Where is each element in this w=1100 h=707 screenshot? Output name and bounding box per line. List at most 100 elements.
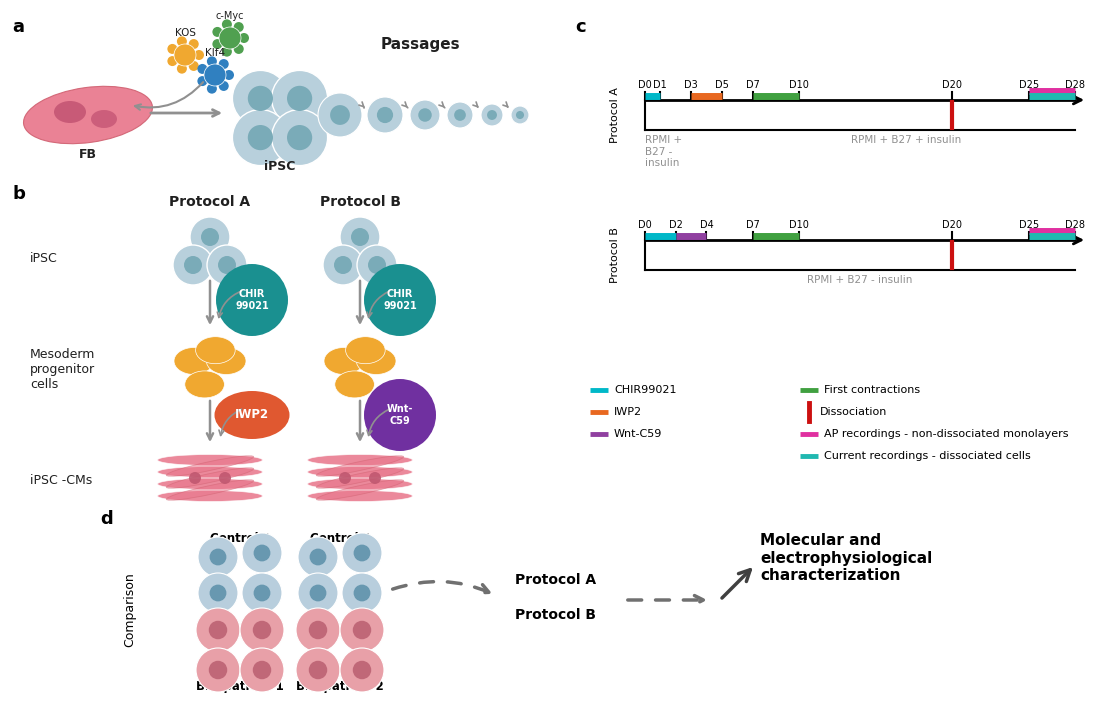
Ellipse shape (54, 101, 86, 123)
Circle shape (368, 472, 381, 484)
Text: D10: D10 (789, 220, 808, 230)
Text: Protocol B: Protocol B (515, 608, 596, 622)
Circle shape (272, 110, 328, 165)
Circle shape (454, 109, 466, 121)
Circle shape (309, 621, 327, 639)
Circle shape (342, 533, 382, 573)
Text: Protocol A: Protocol A (515, 573, 596, 587)
Circle shape (254, 544, 271, 561)
Text: Comparison: Comparison (123, 573, 136, 648)
Circle shape (512, 106, 529, 124)
Text: Wnt-C59: Wnt-C59 (614, 429, 662, 439)
Circle shape (232, 71, 288, 127)
Circle shape (210, 585, 227, 602)
Circle shape (377, 107, 393, 123)
Circle shape (167, 44, 177, 54)
Circle shape (298, 573, 338, 613)
Text: D1: D1 (653, 80, 668, 90)
Circle shape (239, 33, 249, 43)
Ellipse shape (157, 455, 263, 465)
Text: D3: D3 (684, 80, 697, 90)
Text: IWP2: IWP2 (614, 407, 642, 417)
Text: KOS: KOS (175, 28, 196, 38)
Circle shape (364, 264, 436, 336)
Text: c-Myc: c-Myc (216, 11, 244, 21)
Circle shape (177, 36, 187, 47)
Text: Current recordings - dissociated cells: Current recordings - dissociated cells (824, 451, 1031, 461)
Ellipse shape (207, 348, 246, 375)
Circle shape (197, 64, 208, 74)
Circle shape (233, 22, 244, 32)
Ellipse shape (317, 468, 404, 489)
Circle shape (190, 217, 230, 257)
Text: FB: FB (79, 148, 97, 161)
Circle shape (487, 110, 497, 120)
Circle shape (177, 64, 187, 74)
Circle shape (353, 621, 371, 639)
Circle shape (204, 64, 226, 86)
Text: D20: D20 (942, 80, 962, 90)
Circle shape (340, 217, 379, 257)
Text: First contractions: First contractions (824, 385, 920, 395)
Circle shape (167, 56, 177, 66)
Text: D28: D28 (1065, 80, 1085, 90)
Text: AP recordings - non-dissociated monolayers: AP recordings - non-dissociated monolaye… (824, 429, 1068, 439)
Ellipse shape (23, 86, 153, 144)
Circle shape (248, 86, 273, 111)
Circle shape (298, 537, 338, 577)
Ellipse shape (308, 455, 412, 465)
Circle shape (212, 27, 222, 37)
Text: Wnt-
C59: Wnt- C59 (387, 404, 414, 426)
Text: Dissociation: Dissociation (820, 407, 888, 417)
Circle shape (309, 661, 327, 679)
Circle shape (196, 608, 240, 652)
Circle shape (287, 86, 312, 111)
Text: D0: D0 (638, 220, 652, 230)
Circle shape (418, 108, 431, 122)
Circle shape (447, 102, 473, 128)
Ellipse shape (166, 456, 254, 477)
Circle shape (253, 621, 272, 639)
Text: IWP2: IWP2 (235, 409, 270, 421)
Circle shape (210, 549, 227, 566)
Circle shape (353, 544, 371, 561)
Circle shape (309, 549, 327, 566)
Circle shape (287, 125, 312, 150)
Circle shape (198, 573, 238, 613)
Text: D25: D25 (1019, 220, 1040, 230)
Circle shape (367, 97, 403, 133)
Circle shape (334, 256, 352, 274)
Circle shape (351, 228, 369, 246)
Text: d: d (100, 510, 112, 528)
Text: D25: D25 (1019, 80, 1040, 90)
Text: a: a (12, 18, 24, 36)
Circle shape (296, 608, 340, 652)
Circle shape (219, 81, 229, 91)
Text: CHIR99021: CHIR99021 (614, 385, 676, 395)
Circle shape (184, 256, 202, 274)
Text: BrS patient 2: BrS patient 2 (296, 680, 384, 693)
Text: Molecular and
electrophysiological
characterization: Molecular and electrophysiological chara… (760, 533, 933, 583)
Circle shape (358, 245, 397, 285)
Ellipse shape (196, 337, 235, 363)
Circle shape (353, 585, 371, 602)
Text: Protocol B: Protocol B (319, 195, 400, 209)
Text: iPSC: iPSC (264, 160, 296, 173)
Circle shape (233, 44, 244, 54)
Circle shape (330, 105, 350, 125)
Text: c: c (575, 18, 585, 36)
Circle shape (410, 100, 440, 130)
Text: D4: D4 (700, 220, 713, 230)
Circle shape (209, 621, 228, 639)
Circle shape (219, 472, 231, 484)
Circle shape (173, 245, 213, 285)
Text: Protocol A: Protocol A (610, 87, 620, 143)
Text: RPMI +
B27 -
insulin: RPMI + B27 - insulin (645, 135, 682, 168)
Text: CHIR
99021: CHIR 99021 (235, 289, 268, 311)
Text: Control 2: Control 2 (309, 532, 371, 545)
Text: D20: D20 (942, 220, 962, 230)
Text: D7: D7 (746, 80, 759, 90)
Circle shape (309, 585, 327, 602)
Ellipse shape (157, 479, 263, 489)
Circle shape (340, 648, 384, 692)
